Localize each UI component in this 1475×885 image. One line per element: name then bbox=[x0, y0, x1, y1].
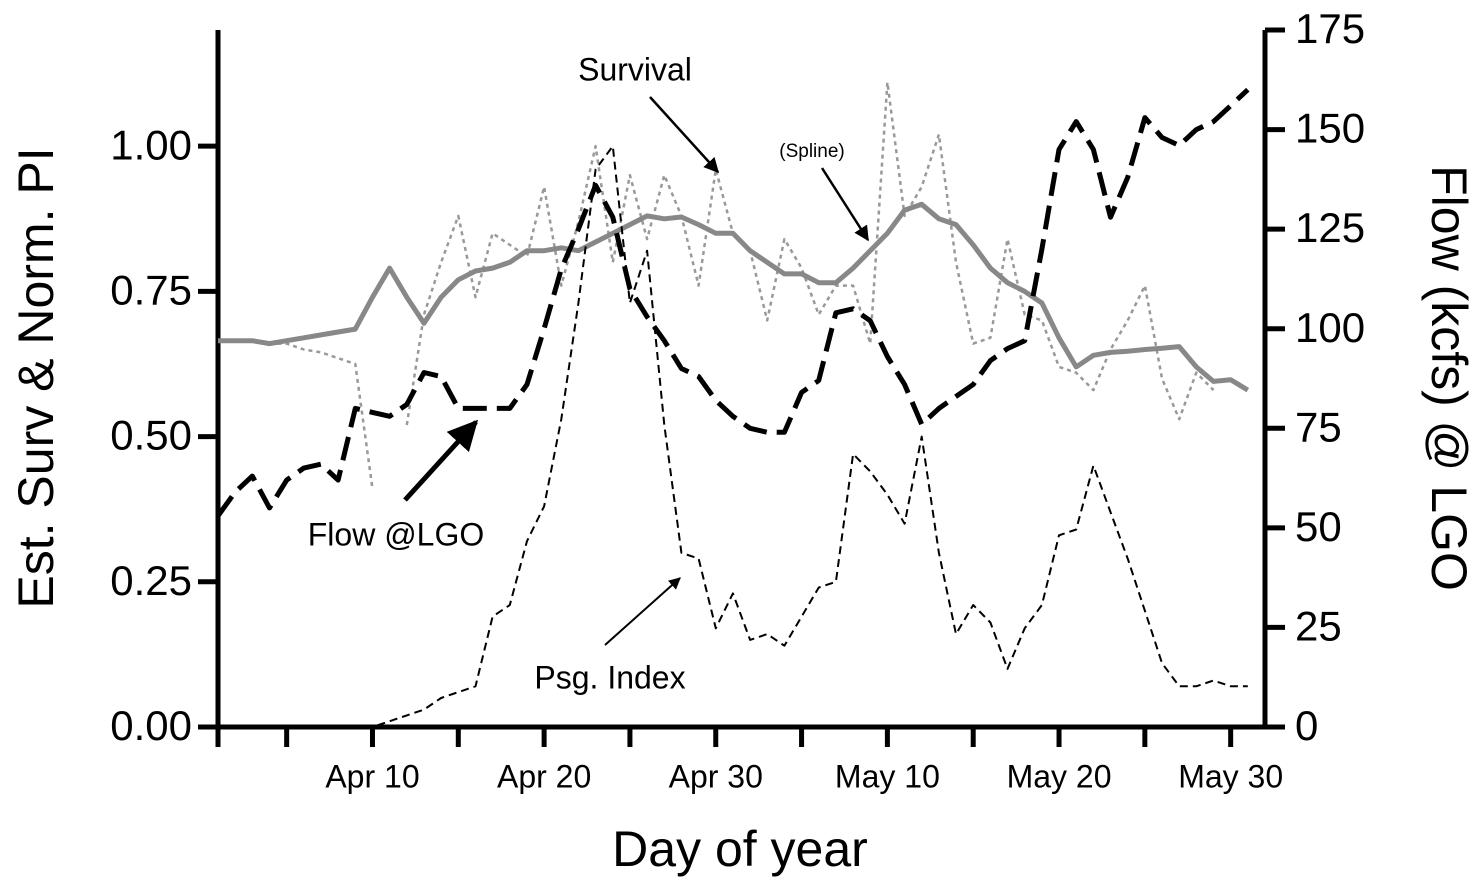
y-tick-label: 1.00 bbox=[110, 121, 192, 168]
series-line bbox=[286, 145, 1248, 728]
x-axis-title: Day of year bbox=[612, 821, 868, 877]
arrow bbox=[604, 577, 681, 646]
series-line bbox=[215, 87, 1250, 518]
y2-axis-title: Flow (kcfs) @ LGO bbox=[1421, 165, 1475, 591]
annotation-arrows bbox=[403, 96, 870, 646]
y2-tick-label: 150 bbox=[1295, 105, 1365, 152]
y-axis-title: Est. Surv & Norm. PI bbox=[8, 147, 64, 608]
x-tick-label: May 30 bbox=[1178, 758, 1283, 794]
arrow bbox=[820, 167, 870, 242]
y2-tick-label: 25 bbox=[1295, 603, 1342, 650]
x-tick-label: Apr 20 bbox=[497, 758, 591, 794]
series-label: (Spline) bbox=[779, 141, 844, 162]
x-tick-label: May 20 bbox=[1007, 758, 1112, 794]
x-tick-label: May 10 bbox=[835, 758, 940, 794]
y-tick-label: 0.75 bbox=[110, 266, 192, 313]
series-line bbox=[218, 201, 1250, 393]
series-label: Survival bbox=[578, 51, 692, 87]
y2-tick-label: 0 bbox=[1295, 702, 1318, 749]
series-label: Psg. Index bbox=[534, 659, 685, 695]
arrow bbox=[649, 96, 720, 174]
series-line bbox=[269, 81, 1215, 490]
y-tick-label: 0.50 bbox=[110, 412, 192, 459]
x-tick-label: Apr 30 bbox=[669, 758, 763, 794]
arrow bbox=[403, 419, 479, 502]
series-label: Flow @LGO bbox=[308, 516, 485, 552]
y-tick-label: 0.25 bbox=[110, 557, 192, 604]
y2-tick-label: 50 bbox=[1295, 503, 1342, 550]
y2-tick-label: 100 bbox=[1295, 304, 1365, 351]
x-tick-label: Apr 10 bbox=[325, 758, 419, 794]
y2-tick-label: 175 bbox=[1295, 5, 1365, 52]
y2-tick-label: 125 bbox=[1295, 204, 1365, 251]
y2-tick-label: 75 bbox=[1295, 403, 1342, 450]
y-tick-label: 0.00 bbox=[110, 702, 192, 749]
